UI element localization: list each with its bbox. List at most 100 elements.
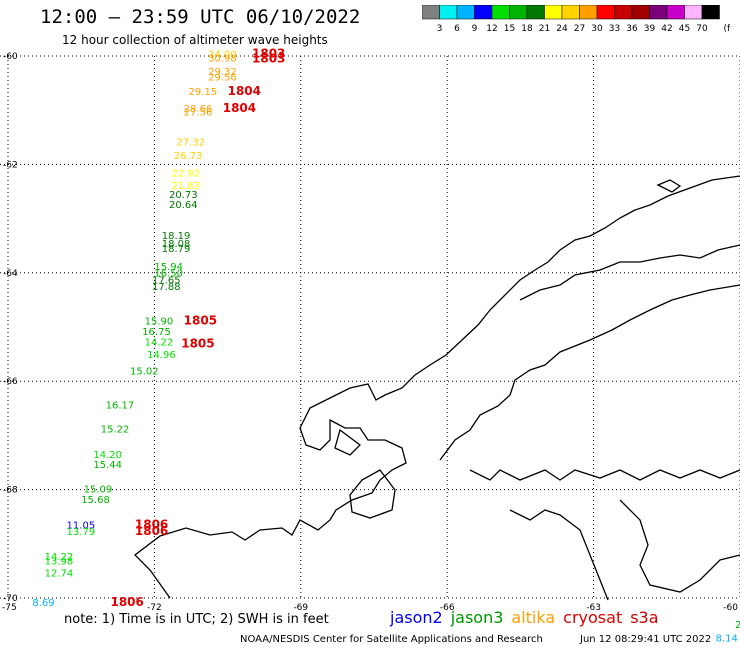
wave-height-label: 27.32 — [176, 137, 205, 148]
coastline-east — [619, 499, 740, 593]
colorbar-level-label: 36 — [626, 24, 638, 34]
wave-height-label: 13.79 — [67, 527, 96, 538]
coastline-south-bay — [509, 509, 609, 601]
wave-height-label: 17.65 — [152, 276, 181, 287]
colorbar-level-label: 45 — [679, 24, 690, 34]
pass-time-label: 1806 — [110, 595, 143, 609]
page-title: 12:00 – 23:59 UTC 06/10/2022 — [40, 6, 361, 28]
colorbar-level-label: 70 — [696, 24, 708, 34]
lat-tick-label: -60 — [3, 52, 18, 62]
wave-height-label: 29.15 — [189, 87, 218, 98]
coastline-inner-fjords — [469, 469, 740, 481]
wave-height-label: 15.22 — [101, 425, 130, 436]
wave-height-label: 12.74 — [45, 568, 74, 579]
coastline-adelaide-island — [334, 428, 361, 456]
wave-height-label: 29.56 — [208, 72, 237, 83]
pass-time-label: 1806 — [135, 524, 168, 538]
wave-height-label: 24.00 — [208, 50, 237, 61]
wave-height-label: 30.98 — [208, 53, 237, 64]
lat-tick-label: -70 — [3, 594, 18, 604]
wave-height-label: 14.96 — [147, 350, 176, 361]
wave-height-label: 17.88 — [152, 282, 181, 293]
wave-height-label: 8.14 — [716, 633, 738, 644]
colorbar-level-label: 39 — [644, 24, 656, 34]
pass-time-label: 1803 — [252, 52, 285, 66]
wave-height-label: 15.09 — [84, 484, 113, 495]
lat-tick-label: -62 — [3, 160, 18, 170]
pass-time-label: 1806 — [135, 518, 168, 532]
colorbar-level-label: 24 — [556, 24, 568, 34]
wave-height-label: 15.02 — [130, 367, 159, 378]
lat-tick-label: -66 — [3, 377, 18, 387]
credit-line: NOAA/NESDIS Center for Satellite Applica… — [240, 634, 543, 645]
wave-height-label: 15.94 — [154, 262, 183, 273]
pass-time-label: 1803 — [252, 47, 285, 61]
map-grid — [0, 55, 740, 599]
wave-height-label: 28.66 — [184, 104, 213, 115]
wave-height-label: 13.98 — [45, 556, 74, 567]
coastline-ice-shelf — [439, 284, 740, 461]
colorbar-level-label: 27 — [574, 24, 585, 34]
satellite-legend-item: jason2 — [390, 608, 443, 627]
lon-tick-label: -69 — [293, 603, 308, 613]
coastline-islands-north — [519, 244, 740, 301]
colorbar-level-label: 6 — [454, 24, 460, 34]
wave-height-label: 26.73 — [174, 151, 203, 162]
lon-tick-label: -60 — [723, 603, 738, 613]
lon-tick-label: -72 — [147, 603, 162, 613]
wave-height-label: 29.32 — [208, 67, 237, 78]
lon-tick-label: -63 — [586, 603, 601, 613]
wave-height-label: 8.69 — [32, 598, 54, 609]
colorbar-level-label: 42 — [661, 24, 672, 34]
wave-height-label: 20.73 — [169, 190, 198, 201]
wave-height-label: 16.17 — [106, 400, 135, 411]
lat-tick-label: -64 — [3, 269, 18, 279]
wave-height-label: 14.22 — [45, 552, 74, 563]
colorbar-level-label: 12 — [486, 24, 497, 34]
coastline — [134, 175, 740, 601]
satellite-legend-item: cryosat — [563, 608, 623, 627]
coastline-ne-island — [656, 179, 682, 193]
pass-time-label: 1805 — [184, 313, 217, 327]
wave-height-label: 18.19 — [162, 231, 191, 242]
wave-height-label: 18.79 — [162, 244, 191, 255]
wave-height-label: 20.64 — [169, 200, 198, 211]
footnote: note: 1) Time is in UTC; 2) SWH is in fe… — [64, 612, 329, 627]
colorbar-level-label: 18 — [521, 24, 533, 34]
colorbar-level-label: 9 — [472, 24, 478, 34]
pass-time-label: 1805 — [181, 337, 214, 351]
wave-height-label: 11.05 — [67, 521, 96, 532]
wave-height-label: 16.50 — [154, 269, 183, 280]
satellite-legend: jason2 jason3 altika cryosat s3a — [390, 608, 667, 627]
wave-height-label: 15.90 — [145, 316, 174, 327]
wave-height-label: 22.92 — [171, 168, 200, 179]
lon-tick-label: -75 — [2, 603, 17, 613]
wave-height-label: 15.68 — [81, 495, 110, 506]
coastline-antarctic-peninsula — [134, 175, 740, 599]
wave-height-label: 15.44 — [93, 460, 122, 471]
wave-height-label: 16.75 — [142, 327, 171, 338]
colorbar-level-label: 33 — [609, 24, 620, 34]
lon-tick-label: -66 — [440, 603, 455, 613]
colorbar-level-label: 30 — [591, 24, 603, 34]
wave-height-label: 14.20 — [93, 450, 122, 461]
wave-height-label: 18.08 — [162, 239, 191, 250]
colorbar-unit: (ft) — [724, 24, 731, 34]
coastline-alexander-island — [349, 469, 396, 519]
wave-height-label: 27.56 — [184, 108, 213, 119]
wave-height-label: 21.83 — [171, 181, 200, 192]
colorbar-level-label: 3 — [437, 24, 443, 34]
satellite-legend-item: altika — [511, 608, 556, 627]
colorbar-swatch — [701, 5, 720, 20]
wave-height-label: 2 — [735, 620, 740, 631]
page-subtitle: 12 hour collection of altimeter wave hei… — [62, 33, 328, 47]
pass-time-label: 1804 — [223, 101, 256, 115]
colorbar-level-label: 21 — [539, 24, 550, 34]
wave-height-label: 14.22 — [145, 337, 174, 348]
generated-timestamp: Jun 12 08:29:41 UTC 2022 — [580, 634, 712, 645]
colorbar-level-label: 15 — [504, 24, 515, 34]
satellite-legend-item: s3a — [630, 608, 659, 627]
